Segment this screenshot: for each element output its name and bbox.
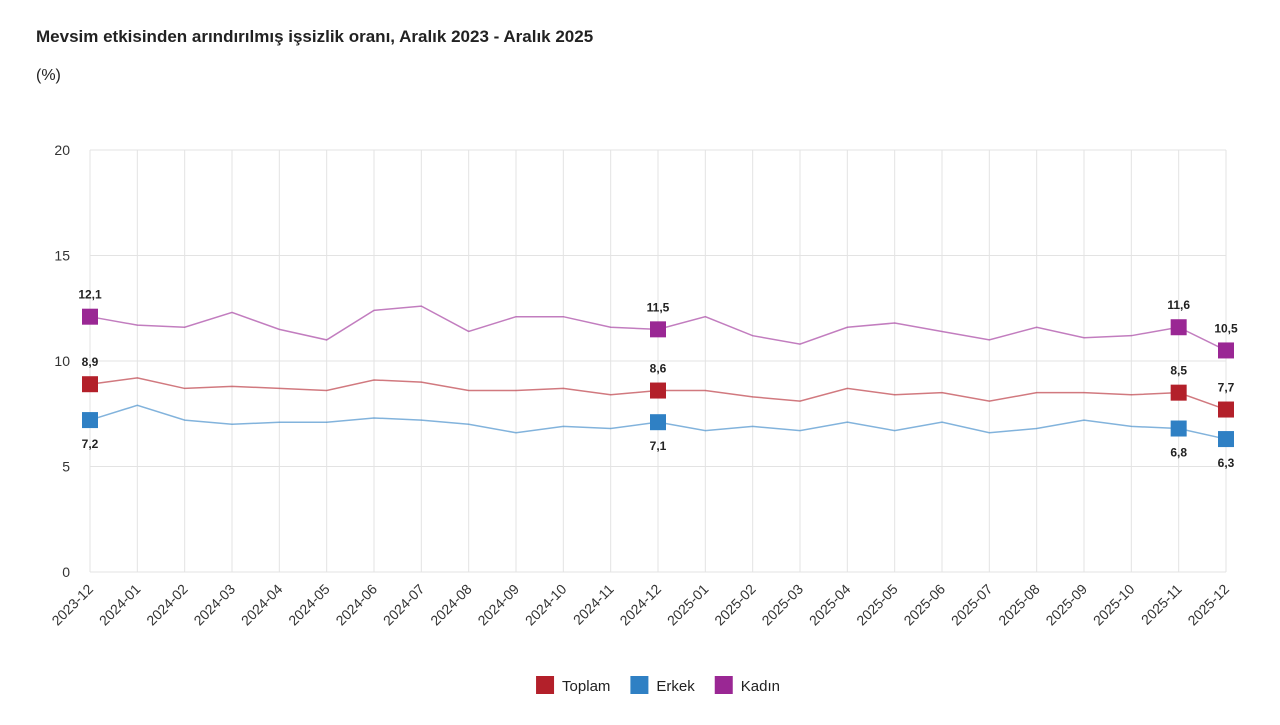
marker [650,382,666,399]
marker [1218,401,1234,418]
x-tick-label: 2025-01 [664,581,712,629]
x-tick-label: 2024-11 [570,581,617,628]
data-label: 6,8 [1170,446,1187,460]
x-tick-label: 2024-09 [474,581,522,629]
marker [650,321,666,338]
legend-swatch [630,676,649,694]
marker [1170,319,1187,336]
x-tick-label: 2023-12 [48,581,96,629]
x-tick-label: 2025-12 [1184,581,1232,629]
x-tick-label: 2024-01 [96,581,144,629]
marker [82,412,98,429]
legend: Toplam Erkek Kadın [536,676,780,695]
chart-title: Mevsim etkisinden arındırılmış işsizlik … [36,27,593,46]
x-tick-label: 2025-07 [948,581,996,629]
y-tick-label: 5 [62,459,70,475]
x-tick-label: 2024-12 [616,581,664,629]
data-label: 12,1 [78,288,102,302]
x-tick-label: 2025-03 [758,581,806,629]
x-tick-label: 2025-09 [1042,581,1090,629]
chart-subtitle: (%) [36,67,61,84]
data-label: 11,6 [1167,298,1190,312]
y-tick-label: 0 [62,564,70,580]
data-label: 8,9 [82,355,99,369]
data-label: 7,2 [82,437,99,451]
data-label: 8,5 [1170,364,1187,378]
x-tick-label: 2024-04 [238,581,286,629]
data-label: 7,7 [1218,381,1235,395]
x-tick-label: 2024-02 [143,581,191,629]
x-tick-label: 2025-11 [1138,581,1185,628]
data-label: 7,1 [650,439,667,453]
data-label: 10,5 [1214,321,1238,335]
x-tick-label: 2025-04 [806,581,854,629]
legend-swatch [714,676,733,694]
x-tick-label: 2025-10 [1090,581,1138,629]
x-tick-label: 2025-05 [853,581,901,629]
marker [650,414,666,431]
data-label: 8,6 [650,362,667,376]
x-tick-label: 2025-02 [711,581,759,629]
y-tick-label: 20 [54,142,70,158]
marker [1218,342,1234,359]
legend-label: Erkek [656,678,695,695]
marker [1170,384,1187,401]
x-tick-label: 2024-03 [190,581,238,629]
data-label: 6,3 [1218,456,1235,470]
x-tick-label: 2025-08 [995,581,1043,629]
x-tick-label: 2025-06 [900,581,948,629]
marker [82,308,98,325]
legend-swatch [536,676,555,694]
marker [82,376,98,393]
legend-label: Kadın [741,678,780,695]
x-tick-label: 2024-07 [380,581,428,629]
marker [1218,431,1234,448]
x-tick-label: 2024-10 [522,581,570,629]
legend-label: Toplam [562,678,610,695]
y-tick-label: 10 [54,353,70,369]
data-label: 11,5 [647,300,670,314]
x-tick-label: 2024-08 [427,581,475,629]
marker [1170,420,1187,437]
y-tick-label: 15 [54,248,70,264]
x-tick-label: 2024-06 [332,581,380,629]
x-tick-label: 2024-05 [285,581,333,629]
